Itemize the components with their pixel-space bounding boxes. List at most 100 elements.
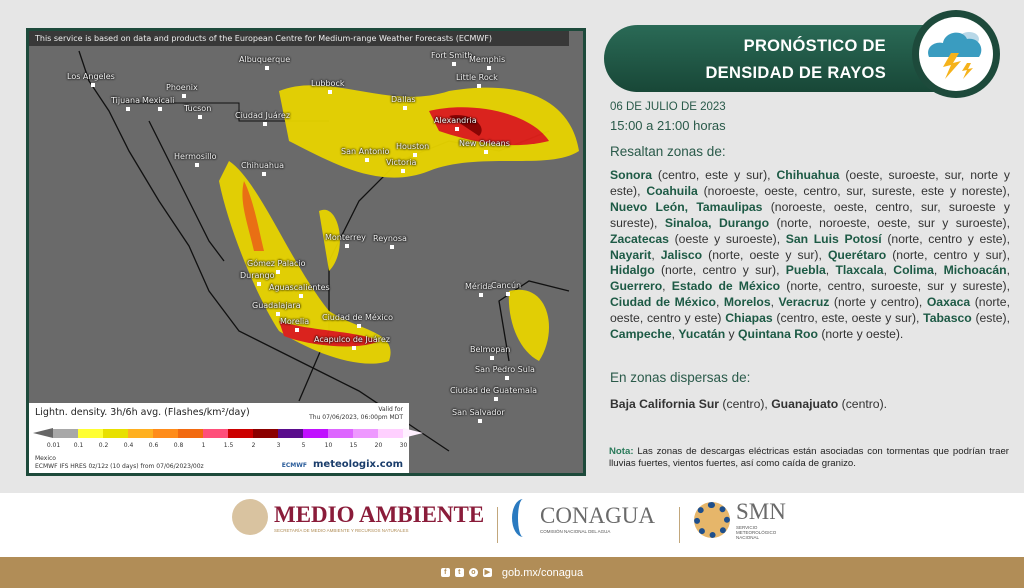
legend-tick: 3 bbox=[276, 442, 281, 449]
state-detail: , bbox=[770, 295, 779, 310]
legend-tick: 1.5 bbox=[223, 442, 234, 449]
state-detail: (oeste y suroeste), bbox=[668, 231, 786, 246]
lightning-density-map: This service is based on data and produc… bbox=[26, 28, 586, 476]
state-detail: (norte, oeste, centro y este) bbox=[610, 295, 1010, 326]
legend-ticks: 0.01 0.1 0.2 0.4 0.6 0.8 1 1.5 2 3 5 10 15 20 30 bbox=[33, 442, 416, 449]
state-detail: (norte, noroeste, oeste, sur y suroeste)… bbox=[769, 215, 1010, 230]
state-name: Tlaxcala bbox=[835, 263, 884, 278]
state-name: Guanajuato bbox=[771, 397, 839, 411]
state-name: Hidalgo bbox=[610, 263, 655, 278]
city-label: Guadalajara bbox=[252, 301, 301, 316]
legend-tick: 0.8 bbox=[173, 442, 184, 449]
state-detail: , bbox=[825, 263, 836, 278]
legend-tick: 1 bbox=[201, 442, 206, 449]
state-name: Veracruz bbox=[778, 295, 830, 310]
state-name: Colima bbox=[893, 263, 934, 278]
state-detail: (norte, centro y este), bbox=[881, 231, 1010, 246]
state-name: Yucatán bbox=[678, 327, 726, 342]
legend-swatch bbox=[353, 428, 378, 438]
state-detail: (norte, centro y sur), bbox=[654, 263, 786, 278]
state-detail: (noroeste, oeste, centro, sur, suroeste … bbox=[610, 199, 1010, 230]
legend-swatch bbox=[128, 428, 153, 438]
city-label: Gómez Palacio bbox=[247, 259, 306, 274]
city-label: Ciudad de Guatemala bbox=[450, 386, 538, 401]
legend-swatch bbox=[328, 428, 353, 438]
twitter-icon[interactable]: t bbox=[454, 568, 464, 577]
legend-tick: 0.1 bbox=[73, 442, 84, 449]
city-label: Morelia bbox=[280, 317, 310, 332]
meteologix-logo: ECMWF meteologix.com bbox=[281, 459, 403, 470]
city-label: Cancún bbox=[491, 281, 522, 296]
state-detail: , bbox=[933, 263, 944, 278]
city-label: Acapulco de Juárez bbox=[314, 335, 390, 350]
city-label: Reynosa bbox=[373, 234, 407, 249]
legend-footer: Mexico ECMWF IFS HRES 0z/12z (10 days) fr… bbox=[35, 455, 204, 470]
legend-swatch bbox=[203, 428, 228, 438]
state-name: Oaxaca bbox=[926, 295, 971, 310]
baja-coast bbox=[148, 120, 225, 262]
legend-valid: Valid for Thu 07/06/2023, 06:00pm MDT bbox=[309, 406, 403, 421]
legend-tick: 20 bbox=[374, 442, 383, 449]
map-credit: This service is based on data and produc… bbox=[29, 31, 569, 46]
facebook-icon[interactable]: f bbox=[440, 568, 450, 577]
state-detail: , bbox=[662, 279, 672, 294]
conagua-logo: CONAGUA COMISIÓN NACIONAL DEL AGUA bbox=[512, 499, 655, 537]
city-label: Mérida bbox=[465, 282, 493, 297]
city-label: Fort Smith bbox=[431, 51, 473, 66]
city-label: Aguascalientes bbox=[269, 283, 330, 298]
state-detail: (centro), bbox=[719, 397, 772, 411]
youtube-icon[interactable]: ▶ bbox=[482, 568, 492, 577]
legend-swatch bbox=[303, 428, 328, 438]
legend-swatch bbox=[378, 428, 403, 438]
state-detail: (este), bbox=[971, 311, 1011, 326]
legend-tick: 0.6 bbox=[148, 442, 159, 449]
note: Nota: Las zonas de descargas eléctricas … bbox=[609, 446, 1009, 469]
state-detail: (centro, este y sur), bbox=[651, 168, 777, 182]
legend-min-arrow bbox=[33, 428, 53, 438]
legend-color-bar bbox=[33, 428, 423, 438]
state-detail: , bbox=[1006, 263, 1011, 278]
legend-tick: 30 bbox=[399, 442, 408, 449]
city-label: Tucson bbox=[184, 104, 212, 119]
legend-swatch bbox=[103, 428, 128, 438]
city-label: Little Rock bbox=[456, 73, 498, 88]
website-link[interactable]: gob.mx/conagua bbox=[501, 566, 584, 579]
state-name: Jalisco bbox=[660, 247, 703, 262]
forecast-hours: 15:00 a 21:00 horas bbox=[610, 118, 726, 133]
city-label: Tijuana bbox=[111, 96, 141, 111]
city-label: Hermosillo bbox=[174, 152, 217, 167]
city-label: Lubbock bbox=[311, 79, 345, 94]
legend-tick: 15 bbox=[349, 442, 358, 449]
city-label: Phoenix bbox=[166, 83, 198, 98]
instagram-icon[interactable]: o bbox=[468, 568, 478, 577]
state-detail: (centro, este, oeste y sur), bbox=[772, 311, 924, 326]
storm-cloud-lightning-icon bbox=[912, 10, 1000, 98]
state-detail: (norte, centro y sur), bbox=[886, 247, 1010, 262]
legend-tick: 0.4 bbox=[123, 442, 134, 449]
city-label: Chihuahua bbox=[241, 161, 284, 176]
title-line-1: PRONÓSTICO DE bbox=[743, 37, 886, 55]
city-label: Durango bbox=[240, 271, 275, 286]
state-name: Estado de México bbox=[671, 279, 781, 294]
city-label: Monterrey bbox=[325, 233, 366, 248]
dispersed-zones-text: Baja California Sur (centro), Guanajuato… bbox=[610, 397, 887, 411]
city-label: Ciudad de México bbox=[322, 313, 393, 328]
city-label: Victoria bbox=[386, 158, 417, 173]
smn-icon bbox=[694, 501, 730, 538]
state-name: Michoacán bbox=[943, 263, 1007, 278]
smn-logo: SMN SERVICIO METEOROLÓGICO NACIONAL bbox=[694, 499, 786, 540]
conagua-icon bbox=[512, 499, 534, 537]
city-label: San Antonio bbox=[341, 147, 390, 162]
state-name: Campeche bbox=[610, 327, 672, 342]
state-name: Quintana Roo bbox=[738, 327, 818, 342]
map-legend: Lightn. density. 3h/6h avg. (Flashes/km²… bbox=[29, 403, 423, 473]
state-detail: (norte, centro, suroeste, sur y sureste)… bbox=[780, 279, 1010, 294]
state-name: Sinaloa, Durango bbox=[664, 215, 770, 230]
coat-of-arms-icon bbox=[232, 499, 268, 535]
legend-swatch bbox=[153, 428, 178, 438]
state-detail: , bbox=[715, 295, 724, 310]
legend-tick: 5 bbox=[301, 442, 306, 449]
state-detail: , bbox=[671, 327, 679, 342]
state-name: Morelos bbox=[723, 295, 771, 310]
city-label: Houston bbox=[396, 142, 430, 157]
